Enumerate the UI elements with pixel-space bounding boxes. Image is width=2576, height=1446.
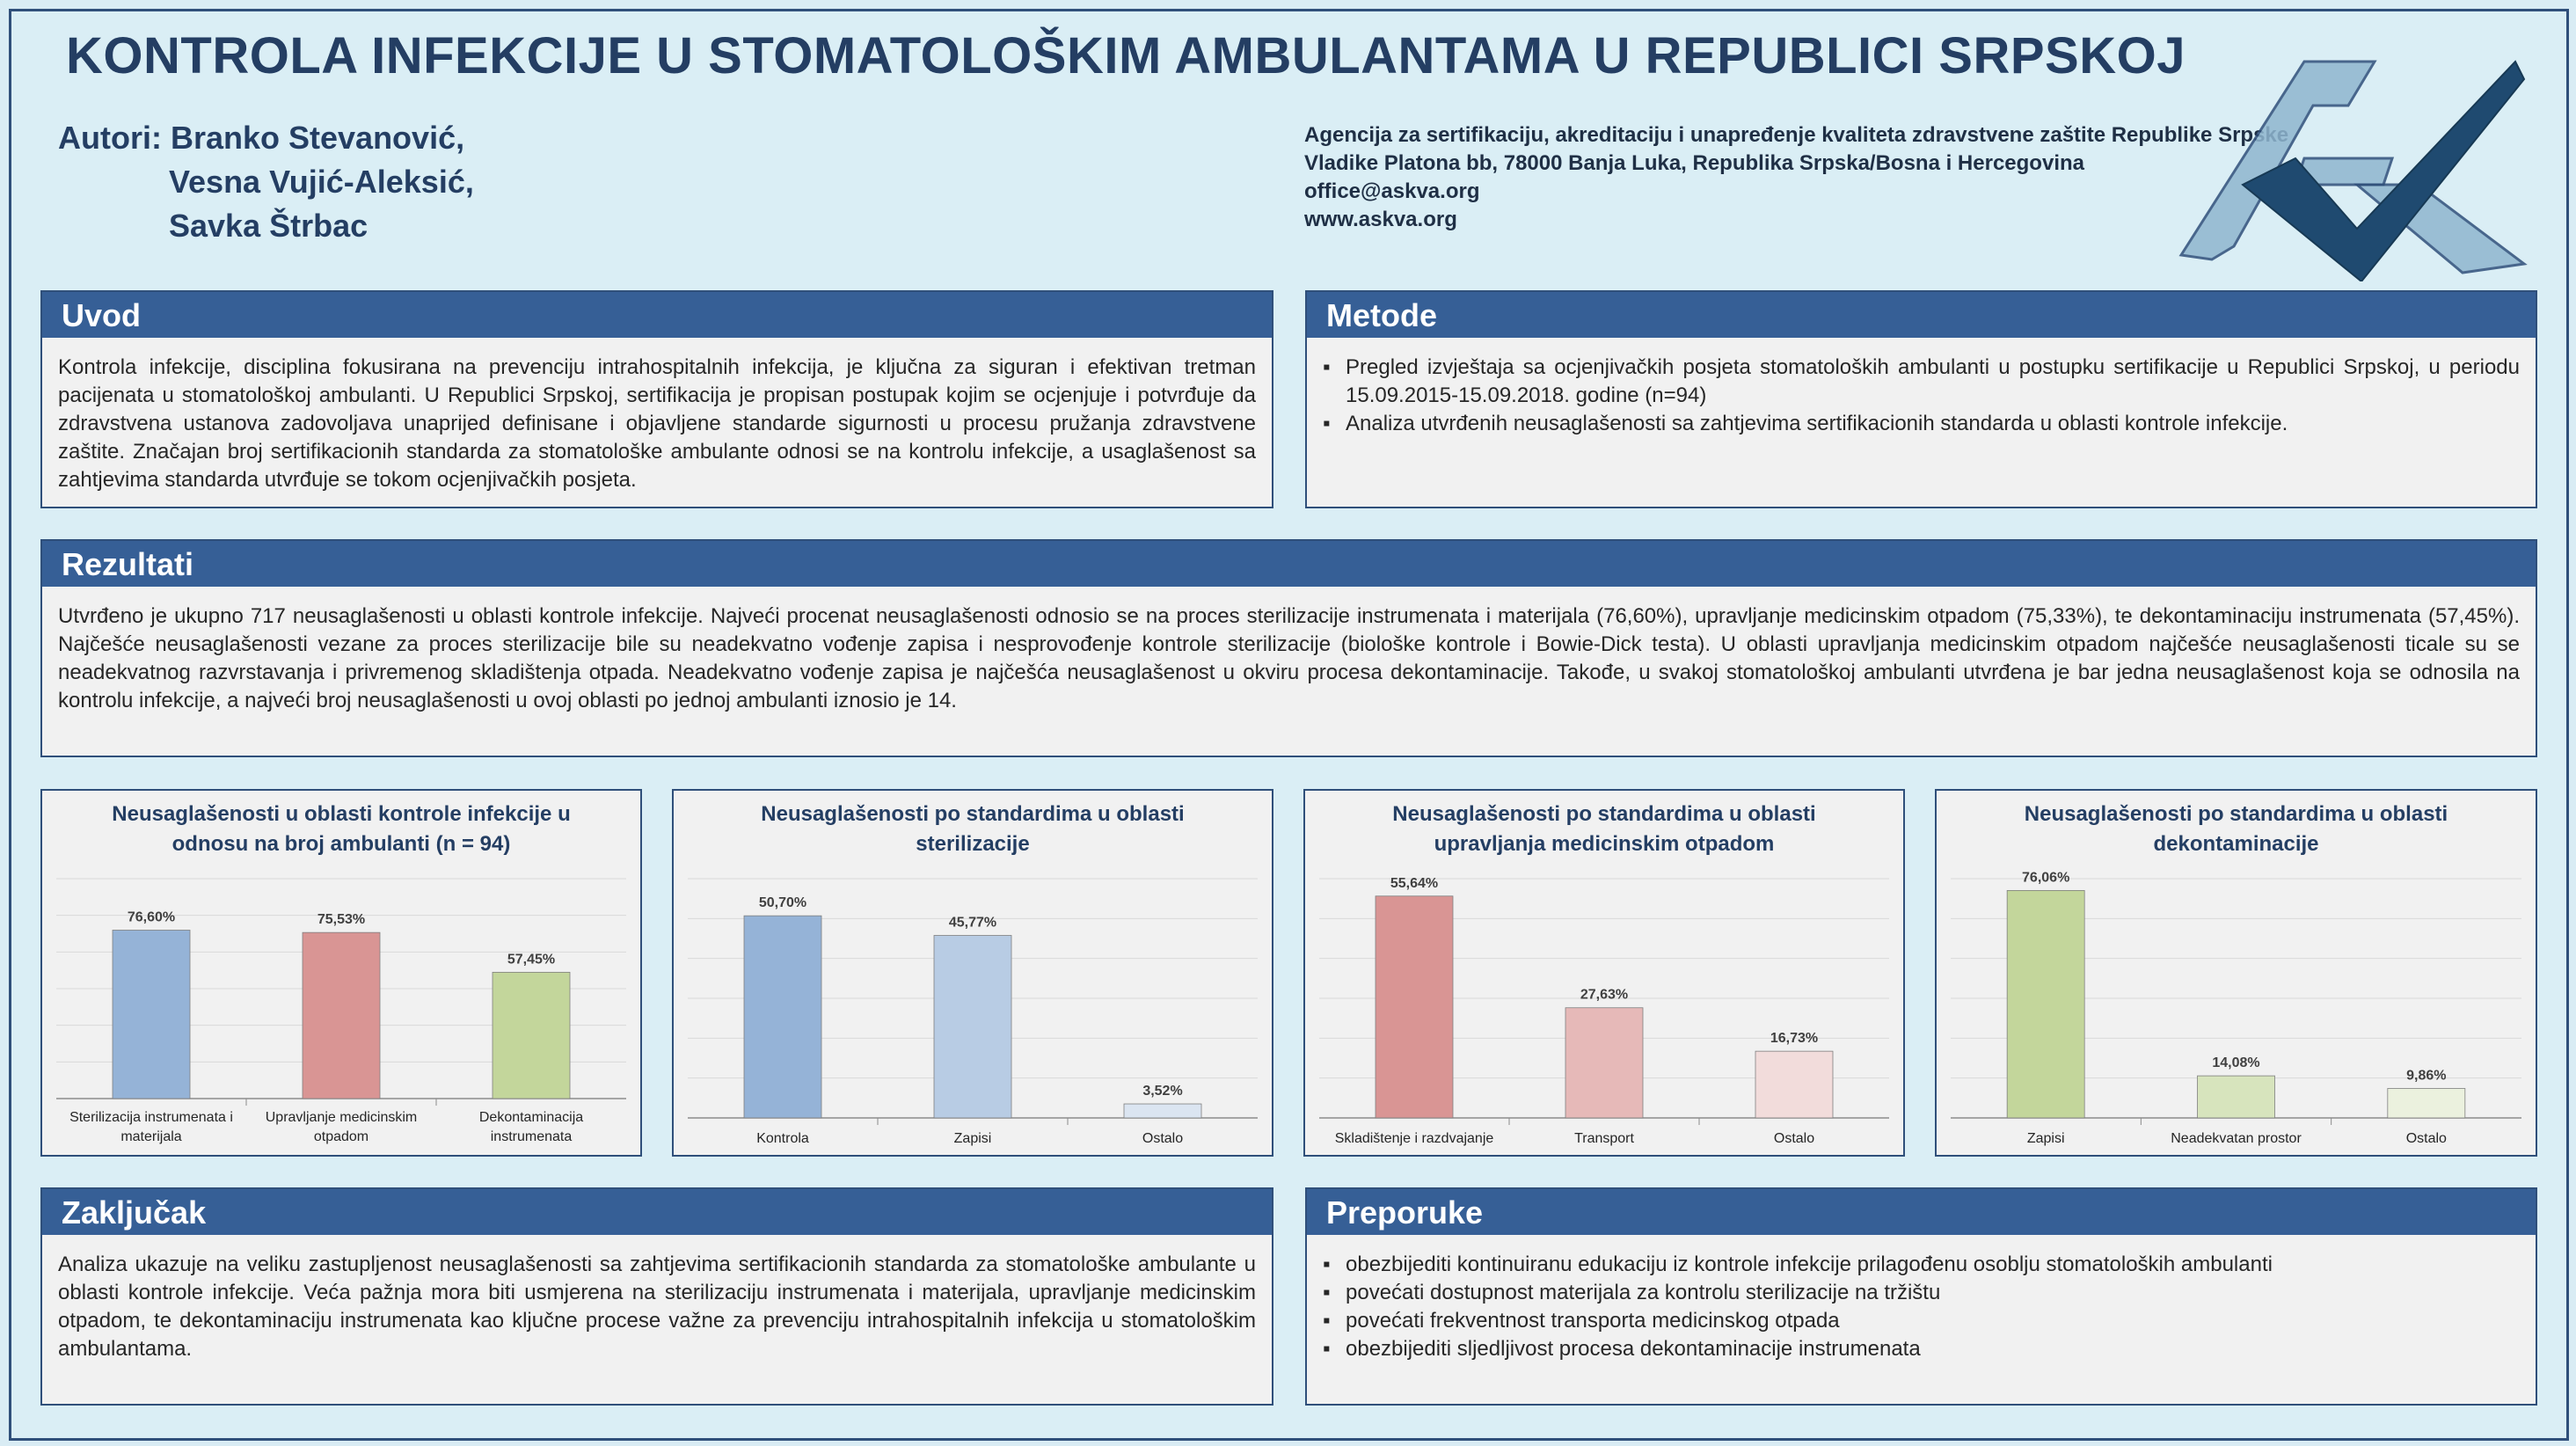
data-label: 16,73% [1770, 1031, 1818, 1046]
chart-svg: 50,70% Kontrola 45,77% Zapisi 3,52% Ostalo [688, 878, 1258, 1146]
section-heading: Preporuke [1307, 1189, 2536, 1235]
chart-title: Neusaglašenosti po standardima u oblasti… [1392, 802, 1816, 856]
data-label: 76,60% [128, 910, 175, 925]
list-item: Analiza utvrđenih neusaglašenosti sa zah… [1323, 410, 2520, 438]
data-label: 76,06% [2022, 870, 2069, 885]
authors-block: Autori: Branko Stevanović, Vesna Vujić-A… [58, 116, 474, 248]
data-label: 14,08% [2212, 1055, 2259, 1070]
agency-address: Vladike Platona bb, 78000 Banja Luka, Re… [1304, 151, 2084, 175]
author-line: Vesna Vujić-Aleksić, [169, 164, 474, 200]
section-heading: Rezultati [42, 541, 2536, 587]
chart-title: Neusaglašenosti po standardima u oblasti… [2024, 802, 2448, 856]
chart-title: Neusaglašenosti po standardima u oblasti… [761, 802, 1185, 856]
agency-logo [2178, 60, 2528, 281]
bar [492, 971, 571, 1099]
tick-label: Ostalo [1142, 1131, 1183, 1146]
data-label: 9,86% [2406, 1068, 2446, 1083]
rezultati-text: Utvrđeno je ukupno 717 neusaglašenosti u… [58, 604, 2520, 712]
chart-title: Neusaglašenosti u oblasti kontrole infek… [112, 802, 571, 856]
agency-block: Agencija za sertifikaciju, akreditaciju … [1304, 121, 2288, 234]
data-label: 50,70% [759, 895, 806, 910]
agency-name: Agencija za sertifikaciju, akreditaciju … [1304, 123, 2289, 147]
tick-label: Sterilizacija instrumenata i materijala [69, 1110, 233, 1144]
chart-panel: Neusaglašenosti po standardima u oblasti… [1935, 789, 2537, 1157]
bar [1123, 1103, 1202, 1119]
tick-label-line: Sterilizacija instrumenata i [69, 1110, 233, 1125]
tick-label: Zapisi [954, 1131, 992, 1146]
agency-email: office@askva.org [1304, 179, 1480, 203]
data-label: 27,63% [1580, 988, 1628, 1003]
tick-label: Skladištenje i razdvajanje [1335, 1131, 1494, 1146]
tick-label-line: instrumenata [491, 1129, 573, 1144]
metode-list: Pregled izvještaja sa ocjenjivačkih posj… [1323, 354, 2520, 438]
list-item: Pregled izvještaja sa ocjenjivačkih posj… [1323, 354, 2520, 410]
section-heading: Metode [1307, 292, 2536, 338]
chart-svg: 76,60% Sterilizacija instrumenata i materi… [56, 878, 626, 1144]
tick-label: Ostalo [2406, 1131, 2447, 1146]
tick-label-line: materijala [120, 1129, 181, 1144]
agency-website: www.askva.org [1304, 208, 1457, 231]
data-label: 55,64% [1390, 876, 1438, 891]
zakljucak-text: Analiza ukazuje na veliku zastupljenost … [58, 1252, 1256, 1361]
tick-label-line: Upravljanje medicinskim [266, 1110, 418, 1125]
metode-section: Metode Pregled izvještaja sa ocjenjivačk… [1305, 290, 2537, 508]
list-item: povećati frekventnost transporta medicin… [1323, 1307, 2520, 1335]
bar [743, 915, 822, 1119]
tick-label: Transport [1574, 1131, 1634, 1146]
data-label: 57,45% [507, 952, 555, 967]
uvod-text: Kontrola infekcije, disciplina fokusiran… [58, 355, 1256, 492]
chart-panel: Neusaglašenosti po standardima u oblasti… [1303, 789, 1905, 1157]
bar [2197, 1075, 2275, 1119]
tick-label: Neadekvatan prostor [2171, 1131, 2302, 1146]
tick-label: Dekontaminacija instrumenata [479, 1110, 583, 1144]
tick-label: Upravljanje medicinskim otpadom [266, 1110, 418, 1144]
chart-svg: 55,64% Skladištenje i razdvajanje 27,63% Tr… [1319, 876, 1889, 1146]
uvod-section: Uvod Kontrola infekcije, disciplina foku… [40, 290, 1273, 508]
bar [1375, 895, 1454, 1119]
list-item: povećati dostupnost materijala za kontro… [1323, 1279, 2520, 1307]
preporuke-section: Preporuke obezbijediti kontinuiranu eduk… [1305, 1187, 2537, 1406]
author-line: Autori: Branko Stevanović, [58, 120, 465, 156]
tick-label: Zapisi [2027, 1131, 2065, 1146]
preporuke-list: obezbijediti kontinuiranu edukaciju iz k… [1323, 1251, 2520, 1363]
section-heading: Uvod [42, 292, 1272, 338]
data-label: 3,52% [1142, 1084, 1182, 1099]
data-label: 75,53% [317, 912, 365, 927]
bar [302, 931, 381, 1099]
bar [1755, 1050, 1834, 1119]
tick-label-line: otpadom [314, 1129, 369, 1144]
author-line: Savka Štrbac [169, 208, 369, 244]
tick-label-line: Dekontaminacija [479, 1110, 583, 1125]
tick-label: Ostalo [1774, 1131, 1814, 1146]
zakljucak-section: Zaključak Analiza ukazuje na veliku zast… [40, 1187, 1273, 1406]
bar [2006, 889, 2085, 1119]
bar [933, 935, 1012, 1119]
chart-panel: Neusaglašenosti u oblasti kontrole infek… [40, 789, 642, 1157]
chart-panel: Neusaglašenosti po standardima u oblasti… [672, 789, 1273, 1157]
bar [1565, 1007, 1644, 1119]
tick-label: Kontrola [756, 1131, 809, 1146]
list-item: obezbijediti sljedljivost procesa dekont… [1323, 1335, 2520, 1363]
bar [112, 930, 191, 1099]
section-heading: Zaključak [42, 1189, 1272, 1235]
bar [2387, 1088, 2466, 1119]
list-item: obezbijediti kontinuiranu edukaciju iz k… [1323, 1251, 2520, 1279]
data-label: 45,77% [949, 916, 996, 931]
rezultati-section: Rezultati Utvrđeno je ukupno 717 neusagl… [40, 539, 2537, 757]
chart-svg: 76,06% Zapisi 14,08% Neadekvatan prostor 9,8… [1951, 870, 2521, 1146]
poster-title: KONTROLA INFEKCIJE U STOMATOLOŠKIM AMBUL… [66, 27, 2186, 84]
